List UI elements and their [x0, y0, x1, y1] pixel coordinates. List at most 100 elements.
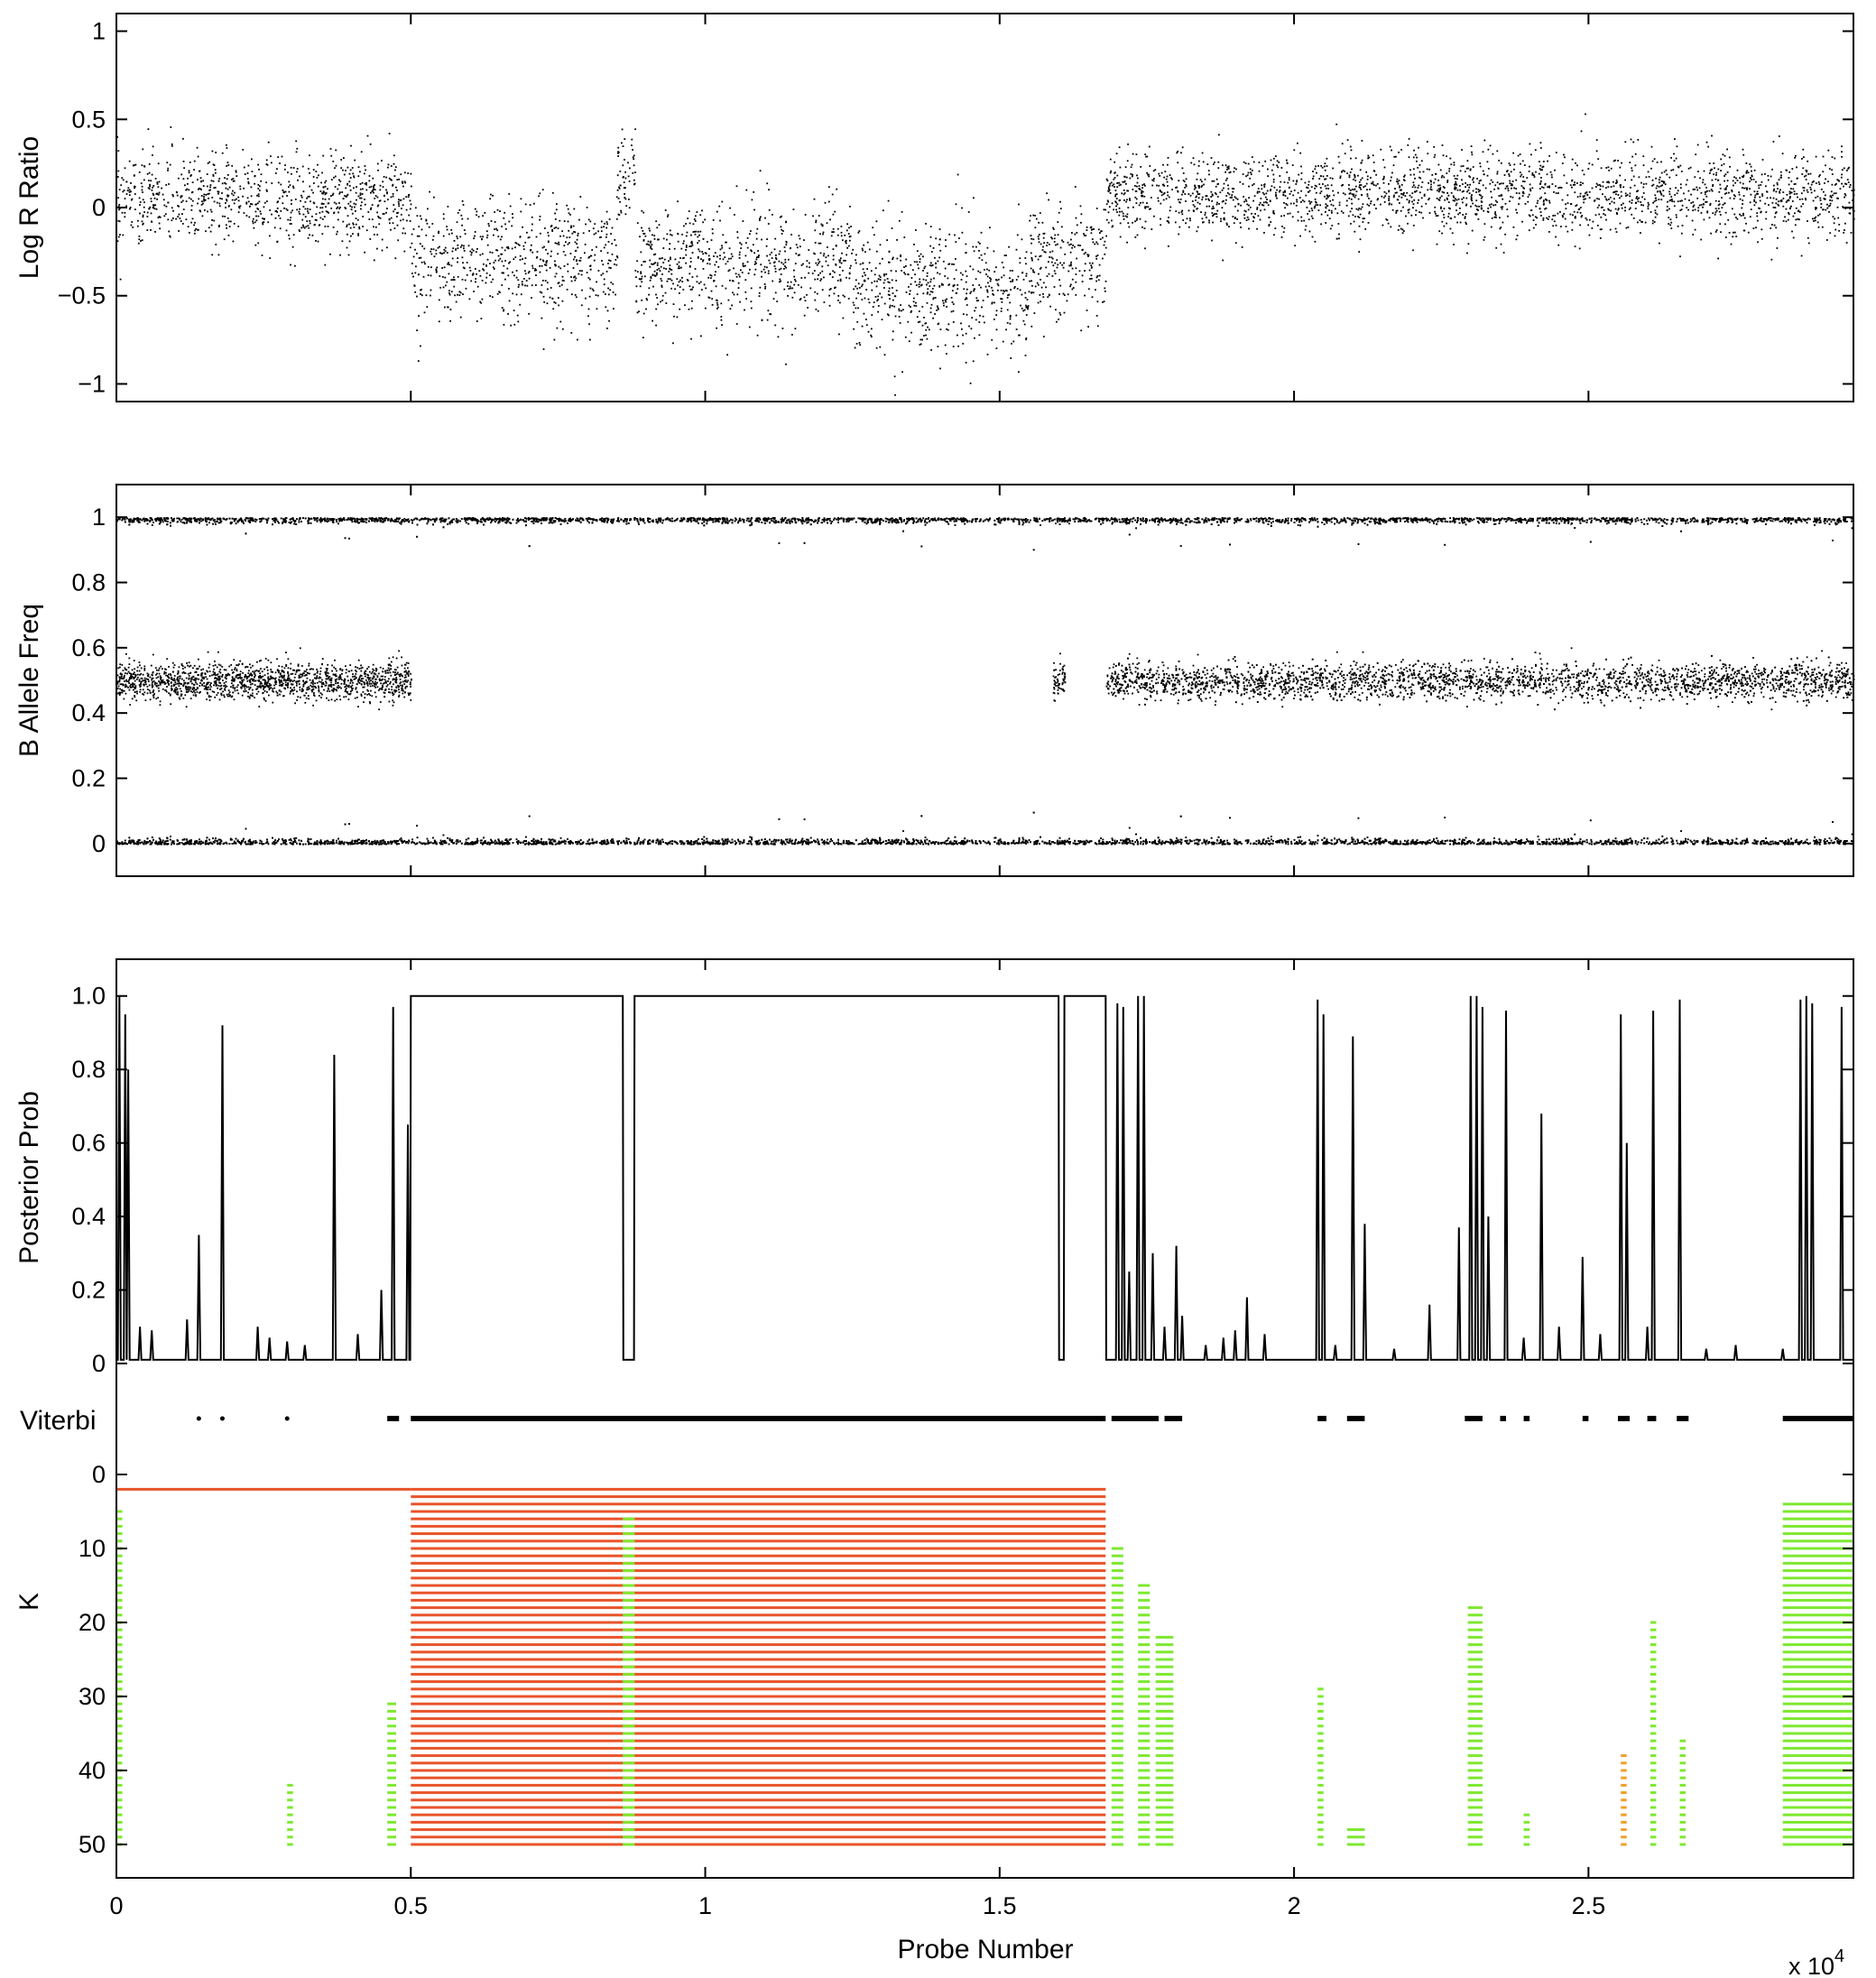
log-r-point [958, 237, 960, 239]
log-r-point [1680, 171, 1683, 172]
log-r-point [1447, 207, 1450, 209]
log-r-point [1711, 189, 1714, 192]
log-r-point [378, 199, 381, 202]
log-r-point [568, 229, 570, 232]
log-r-point [156, 198, 158, 200]
log-r-point [507, 313, 509, 315]
log-r-point [1483, 139, 1486, 142]
log-r-point [925, 279, 928, 282]
log-r-point [1419, 191, 1421, 194]
log-r-point [258, 189, 261, 191]
log-r-point [335, 149, 337, 152]
log-r-point [1243, 196, 1244, 198]
log-r-point [143, 206, 145, 208]
log-r-point [494, 228, 495, 230]
log-r-point [1602, 185, 1604, 188]
log-r-point [977, 270, 980, 273]
log-r-point [163, 204, 166, 207]
log-r-point [690, 307, 693, 310]
log-r-point [119, 234, 121, 236]
log-r-point [1457, 198, 1460, 200]
log-r-point [1495, 246, 1498, 249]
log-r-point [725, 263, 727, 265]
log-r-point [551, 191, 554, 194]
log-r-point [1395, 155, 1397, 158]
log-r-point [159, 227, 162, 230]
log-r-point [697, 257, 699, 259]
log-r-point [921, 324, 924, 327]
log-r-point [965, 361, 967, 364]
log-r-point [1714, 178, 1717, 180]
log-r-point [830, 235, 833, 237]
log-r-point [1045, 286, 1047, 289]
log-r-point [283, 191, 285, 194]
log-r-point [1402, 194, 1405, 196]
log-r-point [1144, 247, 1146, 250]
log-r-point [929, 262, 932, 264]
log-r-point [426, 222, 429, 225]
log-r-point [621, 128, 624, 131]
log-r-point [937, 307, 939, 310]
log-r-point [624, 193, 625, 195]
log-r-point [1549, 171, 1552, 173]
log-r-point [1717, 204, 1720, 207]
log-r-point [984, 269, 985, 271]
log-r-point [431, 238, 434, 241]
log-r-point [1670, 196, 1673, 198]
log-r-point [1430, 180, 1432, 183]
log-r-point [839, 257, 842, 260]
log-r-point [1353, 220, 1355, 223]
log-r-point [357, 195, 360, 198]
log-r-point [171, 144, 173, 147]
log-r-point [1145, 155, 1147, 158]
log-r-point [1079, 245, 1081, 246]
log-r-point [774, 324, 777, 327]
log-r-point [1116, 181, 1119, 184]
log-r-point [1103, 244, 1105, 246]
log-r-point [154, 204, 157, 207]
log-r-point [1598, 184, 1601, 186]
log-r-point [1291, 216, 1294, 218]
log-r-point [1522, 180, 1524, 182]
log-r-point [1027, 308, 1029, 310]
log-r-point [169, 235, 171, 237]
log-r-point [1025, 338, 1027, 341]
log-r-point [651, 248, 653, 250]
log-r-point [587, 315, 589, 318]
log-r-point [1583, 199, 1585, 200]
log-r-point [1019, 289, 1021, 291]
log-r-point [1349, 145, 1352, 148]
log-r-point [1441, 210, 1444, 212]
log-r-point [979, 314, 981, 317]
log-r-point [283, 207, 285, 209]
log-r-point [737, 273, 740, 276]
log-r-point [442, 235, 445, 237]
log-r-point [163, 215, 166, 217]
log-r-point [817, 258, 819, 261]
log-r-point [343, 173, 346, 176]
log-r-point [131, 221, 134, 223]
log-r-point [1718, 200, 1720, 202]
log-r-point [1261, 184, 1263, 187]
log-r-point [368, 175, 371, 177]
log-r-point [350, 208, 353, 211]
log-r-point [239, 205, 242, 208]
log-r-point [309, 234, 310, 236]
log-r-point [862, 283, 864, 286]
log-r-point [1727, 218, 1730, 221]
log-r-point [1031, 259, 1033, 262]
log-r-point [1605, 218, 1607, 221]
log-r-point [1160, 224, 1162, 226]
log-r-point [1143, 227, 1146, 229]
log-r-point [892, 330, 894, 333]
log-r-point [1115, 201, 1117, 204]
log-r-point [1742, 203, 1743, 205]
log-r-point [1320, 213, 1323, 216]
log-r-point [1049, 256, 1050, 258]
log-r-point [576, 263, 578, 265]
log-r-point [915, 284, 918, 286]
log-r-point [800, 277, 803, 279]
log-r-point [721, 246, 724, 249]
log-r-point [334, 167, 336, 170]
log-r-point [731, 255, 734, 258]
